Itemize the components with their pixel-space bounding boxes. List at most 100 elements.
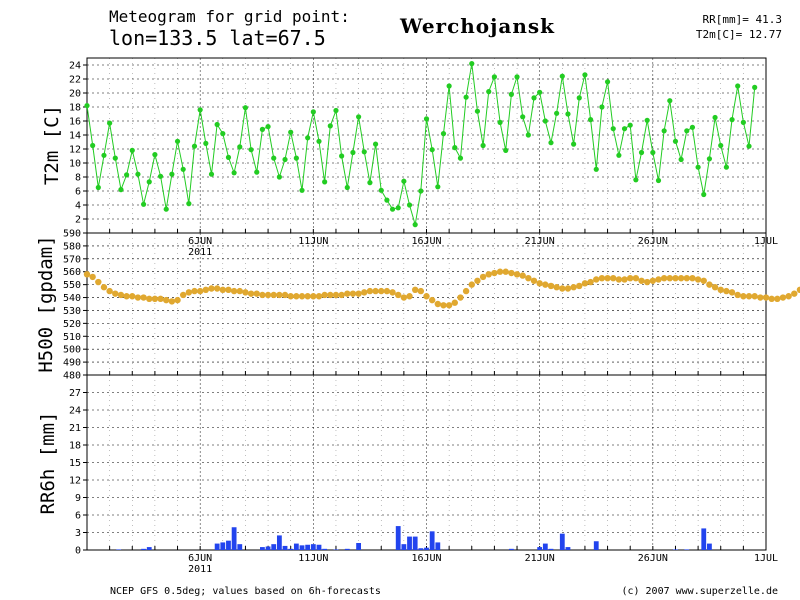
t2m-series xyxy=(84,61,758,228)
t2m-point xyxy=(140,201,147,207)
t2m-point xyxy=(667,98,673,104)
rr6h-bar xyxy=(684,549,690,550)
rr6h-bar xyxy=(395,526,401,550)
h500-point xyxy=(734,291,741,299)
t2m-point xyxy=(752,84,758,90)
t2m-point xyxy=(135,171,141,177)
rr6h-bar xyxy=(310,544,316,550)
rr6h-bar xyxy=(260,547,265,550)
h500-point xyxy=(247,290,255,297)
t2m-point xyxy=(344,184,350,191)
t2m-point xyxy=(95,184,101,191)
h500-ytick-label: 590 xyxy=(63,229,81,240)
t2m-ytick-label: 2 xyxy=(75,215,81,226)
h500-point xyxy=(157,295,164,303)
t2m-point xyxy=(559,73,565,79)
h500-point xyxy=(146,295,153,303)
t2m-point xyxy=(389,206,396,212)
t2m-point xyxy=(650,149,656,156)
t2m-point xyxy=(361,149,367,155)
rr6h-ytick-label: 9 xyxy=(75,493,81,504)
rr6h-bar xyxy=(508,548,514,550)
t2m-point xyxy=(531,95,537,101)
h500-point xyxy=(649,277,657,284)
t2m-point xyxy=(225,154,232,160)
t2m-point xyxy=(282,156,288,163)
rr6h-xtick-label: 16JUN xyxy=(411,553,441,564)
t2m-point xyxy=(435,184,441,190)
location-title: Werchojansk xyxy=(399,14,555,38)
t2m-ytick-label: 10 xyxy=(69,159,81,170)
h500-ytick-label: 500 xyxy=(63,345,81,356)
t2m-point xyxy=(146,179,152,185)
rr6h-ytick-label: 24 xyxy=(69,406,81,417)
h500-point xyxy=(762,294,770,301)
t2m-point xyxy=(191,143,198,149)
h500-point xyxy=(643,278,651,286)
rr6h-bar xyxy=(276,535,282,550)
h500-point xyxy=(259,291,266,299)
h500-point xyxy=(208,285,215,292)
t2m-point xyxy=(723,164,729,170)
t2m-ytick-label: 24 xyxy=(69,61,81,72)
h500-point xyxy=(276,291,283,299)
t2m-point xyxy=(689,124,696,130)
t2m-point xyxy=(418,188,424,194)
t2m-ytick-label: 22 xyxy=(69,75,81,86)
rr6h-bar xyxy=(548,548,554,550)
h500-point xyxy=(740,293,747,300)
h500-point xyxy=(570,284,577,291)
rr6h-bar xyxy=(429,531,435,550)
h500-point xyxy=(547,282,555,290)
t2m-point xyxy=(84,103,90,109)
rr6h-xtick-label: 21JUN xyxy=(525,553,555,564)
h500-point xyxy=(672,274,679,282)
h500-point xyxy=(395,291,402,299)
h500-point xyxy=(344,290,351,297)
t2m-point xyxy=(293,155,299,161)
t2m-point xyxy=(107,120,113,126)
rr6h-bar xyxy=(424,547,429,550)
t2m-point xyxy=(599,104,605,110)
t2m-point xyxy=(322,179,328,185)
t2m-point xyxy=(746,143,752,149)
t2m-point xyxy=(604,79,611,85)
h500-point xyxy=(587,278,594,286)
h500-point xyxy=(796,286,800,293)
t2m-point xyxy=(197,107,203,113)
h500-point xyxy=(513,271,521,278)
h500-point xyxy=(298,293,306,300)
h500-point xyxy=(774,295,781,303)
h500-point xyxy=(491,269,498,277)
h500-point xyxy=(638,277,645,284)
t2m-point xyxy=(152,152,158,158)
t2m-point xyxy=(729,117,735,123)
rr6h-xtick-year: 2011 xyxy=(188,564,212,575)
rr6h-bar xyxy=(333,549,339,550)
t2m-point xyxy=(288,129,294,135)
rr6h-bar xyxy=(593,541,599,550)
t2m-point xyxy=(621,126,628,132)
rr-total-readout: RR[mm]= 41.3 xyxy=(703,13,782,26)
rr6h-ytick-label: 21 xyxy=(69,423,81,434)
t2m-point xyxy=(129,147,135,153)
t2m-point xyxy=(542,118,548,124)
t2m-point xyxy=(520,114,526,120)
h500-ytick-label: 480 xyxy=(63,371,81,382)
h500-ytick-label: 550 xyxy=(63,280,81,291)
h500-point xyxy=(304,293,311,300)
h500-point xyxy=(134,294,142,301)
rr6h-bar xyxy=(559,533,565,550)
t2m-point xyxy=(157,173,164,179)
h500-point xyxy=(428,296,436,304)
t2m-point xyxy=(587,117,594,123)
t2m-point xyxy=(112,155,118,161)
t2m-ytick-label: 14 xyxy=(69,131,81,142)
rr6h-bar xyxy=(701,528,707,550)
h500-point xyxy=(400,294,408,301)
t2m-point xyxy=(378,187,384,193)
h500-point xyxy=(95,278,102,286)
h500-ytick-label: 490 xyxy=(63,358,81,369)
footer-copyright: (c) 2007 www.superzelle.de xyxy=(621,586,778,597)
rr6h-bar xyxy=(282,545,288,550)
